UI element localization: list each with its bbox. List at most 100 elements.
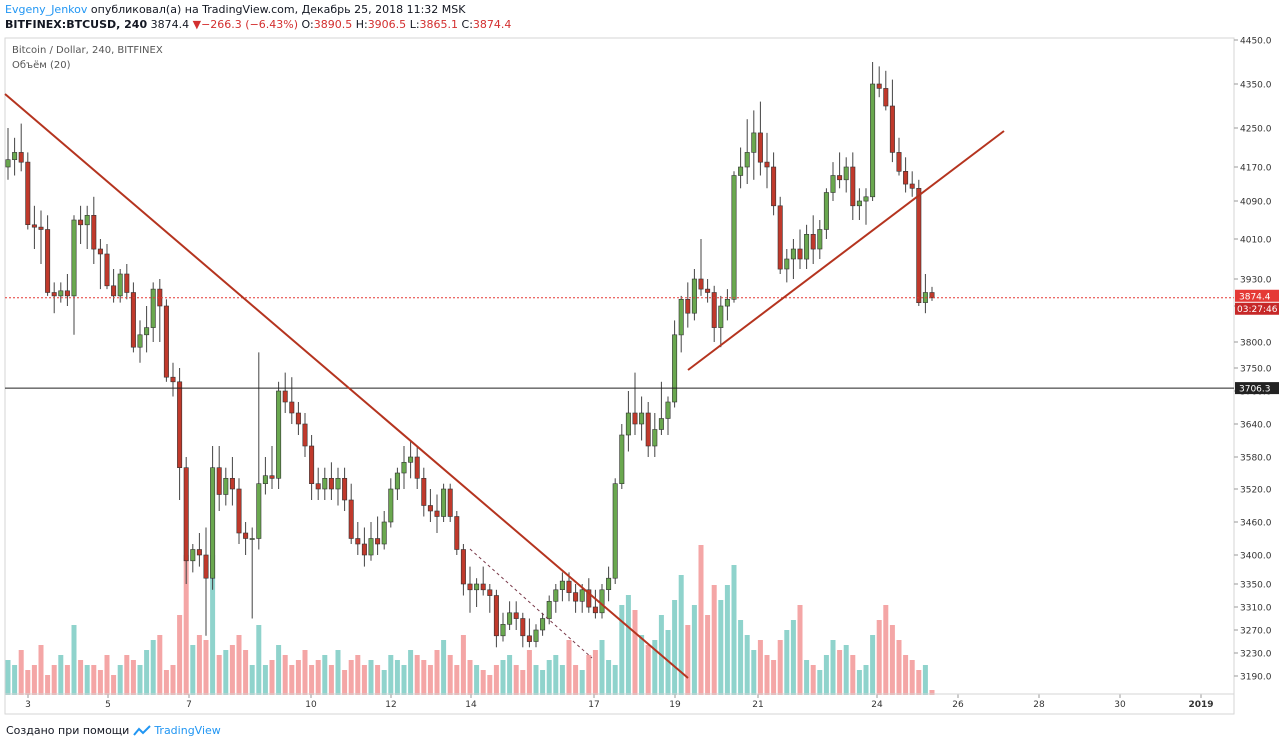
volume-bar bbox=[909, 660, 915, 695]
volume-bar bbox=[203, 640, 209, 695]
candle-body bbox=[375, 538, 381, 545]
volume-bar bbox=[144, 650, 150, 695]
candle-body bbox=[645, 412, 651, 447]
volume-bar bbox=[31, 665, 37, 695]
volume-bar bbox=[698, 545, 704, 695]
tradingview-brand[interactable]: TradingView bbox=[154, 724, 221, 737]
candle-body bbox=[467, 583, 473, 591]
candle-body bbox=[460, 549, 466, 585]
volume-bar bbox=[744, 635, 750, 695]
candle-body bbox=[210, 467, 216, 579]
author-link[interactable]: Evgeny_Jenkov bbox=[5, 3, 88, 16]
candle-body bbox=[361, 543, 367, 556]
y-tick-label: 3640.0 bbox=[1240, 421, 1272, 431]
candle-body bbox=[540, 618, 546, 631]
candle-body bbox=[355, 538, 361, 545]
volume-bar bbox=[467, 660, 473, 695]
y-tick-label: 3460.0 bbox=[1240, 519, 1272, 529]
candle-body bbox=[751, 132, 757, 153]
volume-bar bbox=[705, 615, 711, 695]
candle-body bbox=[229, 477, 235, 490]
volume-bar bbox=[64, 665, 70, 695]
volume-bar bbox=[12, 665, 18, 695]
volume-bar bbox=[150, 640, 156, 695]
volume-bar bbox=[652, 640, 658, 695]
volume-bar bbox=[738, 620, 744, 695]
volume-bar bbox=[302, 650, 308, 695]
volume-bar bbox=[190, 645, 196, 695]
candle-body bbox=[599, 589, 605, 614]
volume-bar bbox=[78, 660, 84, 695]
candle-body bbox=[427, 505, 433, 512]
volume-bar bbox=[45, 675, 51, 695]
volume-bar bbox=[784, 630, 790, 695]
price-chart[interactable]: 4450.0 4350.0 4250.0 4170.0 4090.0 4010.0 3930… bbox=[0, 36, 1280, 720]
high-label: H: bbox=[355, 18, 368, 31]
symbol-label: BITFINEX:BTCUSD, 240 bbox=[5, 18, 148, 31]
candle-body bbox=[12, 152, 18, 161]
candle-body bbox=[744, 152, 750, 168]
candle-body bbox=[520, 618, 526, 637]
candle-body bbox=[731, 175, 737, 300]
candle-body bbox=[856, 200, 862, 207]
candle-body bbox=[51, 292, 57, 297]
candle-body bbox=[533, 629, 539, 642]
candle-body bbox=[104, 253, 110, 287]
y-tick-label: 3520.0 bbox=[1240, 486, 1272, 496]
candle-body bbox=[243, 532, 249, 539]
volume-bar bbox=[394, 660, 400, 695]
candle-body bbox=[183, 467, 189, 562]
volume-bar bbox=[579, 670, 585, 695]
volume-bar bbox=[454, 665, 460, 695]
candle-body bbox=[632, 412, 638, 425]
candle-body bbox=[97, 248, 103, 255]
volume-bar bbox=[797, 605, 803, 695]
volume-bar bbox=[771, 660, 777, 695]
candle-body bbox=[454, 516, 460, 550]
y-tick-label: 4090.0 bbox=[1240, 198, 1272, 208]
change-value: −266.3 (−6.43%) bbox=[201, 18, 299, 31]
plot-border bbox=[4, 37, 1235, 715]
volume-bar bbox=[856, 670, 862, 695]
candle-body bbox=[295, 412, 301, 425]
volume-bar bbox=[38, 645, 44, 695]
volume-bar bbox=[474, 665, 480, 695]
y-tick-label: 3230.0 bbox=[1240, 650, 1272, 660]
volume-bar bbox=[375, 665, 381, 695]
volume-bar bbox=[434, 650, 440, 695]
x-tick-label: 2019 bbox=[1188, 700, 1213, 710]
candle-body bbox=[170, 376, 176, 383]
volume-bar bbox=[592, 650, 598, 695]
volume-bar bbox=[480, 670, 486, 695]
candle-body bbox=[579, 589, 585, 602]
volume-bar bbox=[249, 665, 255, 695]
candle-body bbox=[262, 475, 268, 485]
candle-body bbox=[705, 288, 711, 293]
volume-bar bbox=[427, 665, 433, 695]
candle-body bbox=[480, 583, 486, 591]
volume-bar bbox=[269, 660, 275, 695]
candle-body bbox=[546, 600, 552, 619]
volume-bar bbox=[751, 650, 757, 695]
volume-bar bbox=[685, 625, 691, 695]
candle-body bbox=[929, 292, 935, 299]
candle-body bbox=[269, 475, 275, 479]
volume-bar bbox=[843, 645, 849, 695]
volume-bar bbox=[632, 610, 638, 695]
candle-body bbox=[797, 248, 803, 260]
volume-bar bbox=[421, 660, 427, 695]
volume-bar bbox=[348, 660, 354, 695]
x-tick-label: 12 bbox=[385, 700, 396, 710]
candle-body bbox=[916, 188, 922, 304]
candle-body bbox=[401, 461, 407, 474]
volume-bar bbox=[71, 625, 77, 695]
low-value: 3865.1 bbox=[419, 18, 459, 31]
volume-bar bbox=[368, 660, 374, 695]
volume-bar bbox=[276, 645, 282, 695]
volume-bar bbox=[922, 665, 928, 695]
candle-body bbox=[883, 88, 889, 107]
volume-bar bbox=[282, 655, 288, 695]
volume-bar bbox=[606, 660, 612, 695]
x-tick-label: 21 bbox=[752, 700, 763, 710]
candle-body bbox=[691, 278, 697, 314]
